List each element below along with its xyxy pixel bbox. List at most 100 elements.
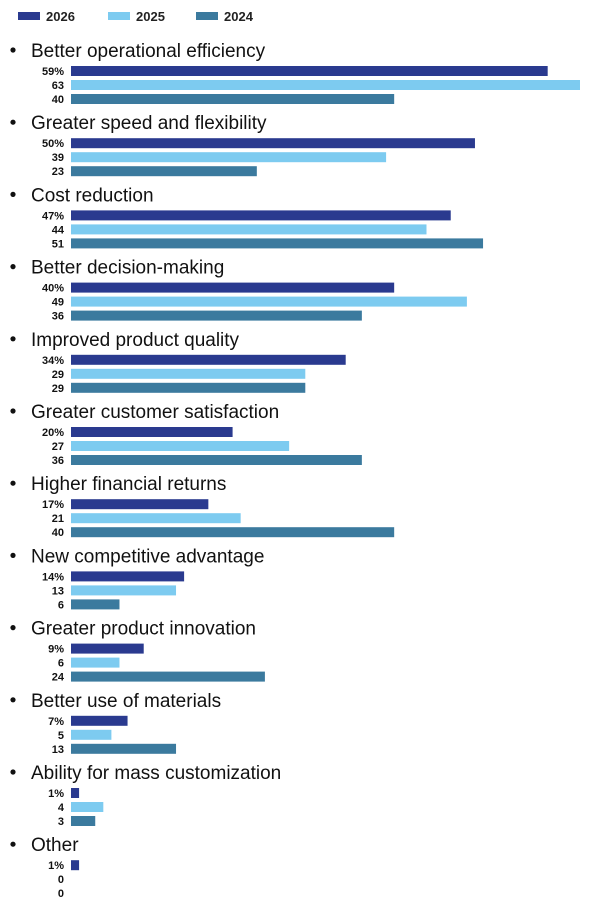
bar-2024	[71, 94, 395, 104]
category-label: New competitive advantage	[31, 546, 264, 567]
value-label-2025: 13	[52, 585, 64, 597]
bar-2026	[71, 210, 451, 221]
value-label-2024: 24	[52, 672, 65, 684]
bar-2025	[71, 80, 580, 90]
bar-2026	[71, 138, 475, 149]
value-label-2026: 47%	[42, 210, 64, 222]
bar-2025	[71, 513, 241, 524]
category-label: Greater speed and flexibility	[31, 113, 267, 134]
category-label: Greater product innovation	[31, 619, 256, 640]
bar-2026	[71, 354, 346, 365]
bar-2026	[71, 499, 209, 510]
bar-2025	[71, 224, 427, 235]
bar-2026	[71, 571, 185, 582]
value-label-2025: 63	[52, 80, 64, 92]
category-group: Other 1% 0 0	[10, 835, 79, 900]
value-label-2024: 40	[52, 527, 64, 539]
value-label-2024: 23	[52, 166, 64, 178]
bullet-icon	[10, 625, 16, 631]
value-label-2026: 1%	[48, 860, 64, 872]
value-label-2024: 13	[52, 744, 64, 756]
category-group: Higher financial returns 17% 21 40	[10, 474, 395, 539]
category-label: Other	[31, 835, 79, 856]
legend-swatch-2026	[18, 12, 40, 20]
bar-2025	[71, 729, 112, 740]
category-label: Improved product quality	[31, 330, 240, 351]
bar-2025	[71, 296, 467, 307]
bar-2025	[71, 657, 120, 668]
category-group: Better use of materials 7% 5 13	[10, 691, 221, 756]
bullet-icon	[10, 697, 16, 703]
bar-2025	[71, 368, 306, 379]
value-label-2025: 49	[52, 297, 64, 309]
bar-2024	[71, 310, 362, 321]
value-label-2025: 27	[52, 441, 64, 453]
bar-2025	[71, 152, 387, 163]
bar-2026	[71, 282, 395, 293]
value-label-2025: 29	[52, 369, 64, 381]
value-label-2026: 59%	[42, 66, 64, 78]
bullet-icon	[10, 336, 16, 342]
bullet-icon	[10, 119, 16, 125]
bullet-icon	[10, 769, 16, 775]
value-label-2025: 6	[58, 658, 64, 670]
bar-2026	[71, 715, 128, 726]
bar-2026	[71, 66, 548, 76]
bar-2025	[71, 802, 104, 812]
value-label-2024: 29	[52, 383, 64, 395]
value-label-2025: 44	[52, 224, 65, 236]
category-group: Improved product quality 34% 29 29	[10, 330, 346, 395]
bullet-icon	[10, 264, 16, 270]
legend-label-2024: 2024	[224, 9, 254, 24]
value-label-2024: 40	[52, 94, 64, 106]
bar-2026	[71, 427, 233, 437]
bar-2024	[71, 527, 395, 538]
value-label-2024: 36	[52, 455, 64, 467]
category-label: Better operational efficiency	[31, 41, 266, 62]
value-label-2024: 36	[52, 311, 64, 323]
value-label-2026: 9%	[48, 644, 64, 656]
bullet-icon	[10, 47, 16, 53]
bar-2024	[71, 238, 484, 249]
bar-2024	[71, 743, 177, 754]
category-groups: Better operational efficiency59%6340Grea…	[10, 41, 580, 900]
category-group: Greater customer satisfaction 20% 27 36	[10, 402, 362, 467]
value-label-2024: 0	[58, 888, 64, 900]
category-label: Better decision-making	[31, 258, 224, 279]
value-label-2025: 0	[58, 874, 64, 886]
category-group: Greater product innovation 9% 6 24	[10, 619, 265, 684]
category-group: New competitive advantage 14% 13 6	[10, 546, 264, 611]
value-label-2026: 34%	[42, 355, 64, 367]
category-group: Cost reduction 47% 44 51	[10, 185, 484, 250]
bar-2024	[71, 455, 362, 465]
bar-2024	[71, 671, 265, 682]
value-label-2026: 50%	[42, 138, 64, 150]
bar-2024	[71, 382, 306, 393]
value-label-2026: 17%	[42, 499, 64, 511]
category-group: Better operational efficiency 59% 63 40	[10, 41, 580, 106]
value-label-2026: 40%	[42, 283, 64, 295]
category-label: Cost reduction	[31, 185, 154, 206]
bar-2024	[71, 816, 96, 826]
value-label-2025: 21	[52, 513, 64, 525]
bar-2024	[71, 599, 120, 610]
bullet-icon	[10, 841, 16, 847]
legend: 2026 2025 2024	[18, 9, 254, 24]
bar-2025	[71, 585, 177, 596]
legend-swatch-2025	[108, 12, 130, 20]
bullet-icon	[10, 408, 16, 414]
category-group: Greater speed and flexibility 50% 39 23	[10, 113, 475, 178]
value-label-2024: 6	[58, 599, 64, 611]
value-label-2024: 3	[58, 816, 64, 828]
category-group: Better decision-making 40% 49 36	[10, 258, 467, 323]
value-label-2024: 51	[52, 238, 64, 250]
legend-swatch-2024	[196, 12, 218, 20]
value-label-2025: 4	[58, 802, 65, 814]
legend-label-2026: 2026	[46, 9, 75, 24]
value-label-2025: 39	[52, 152, 64, 164]
bar-2024	[71, 166, 257, 177]
value-label-2026: 1%	[48, 788, 64, 800]
bullet-icon	[10, 480, 16, 486]
value-label-2026: 7%	[48, 716, 64, 728]
